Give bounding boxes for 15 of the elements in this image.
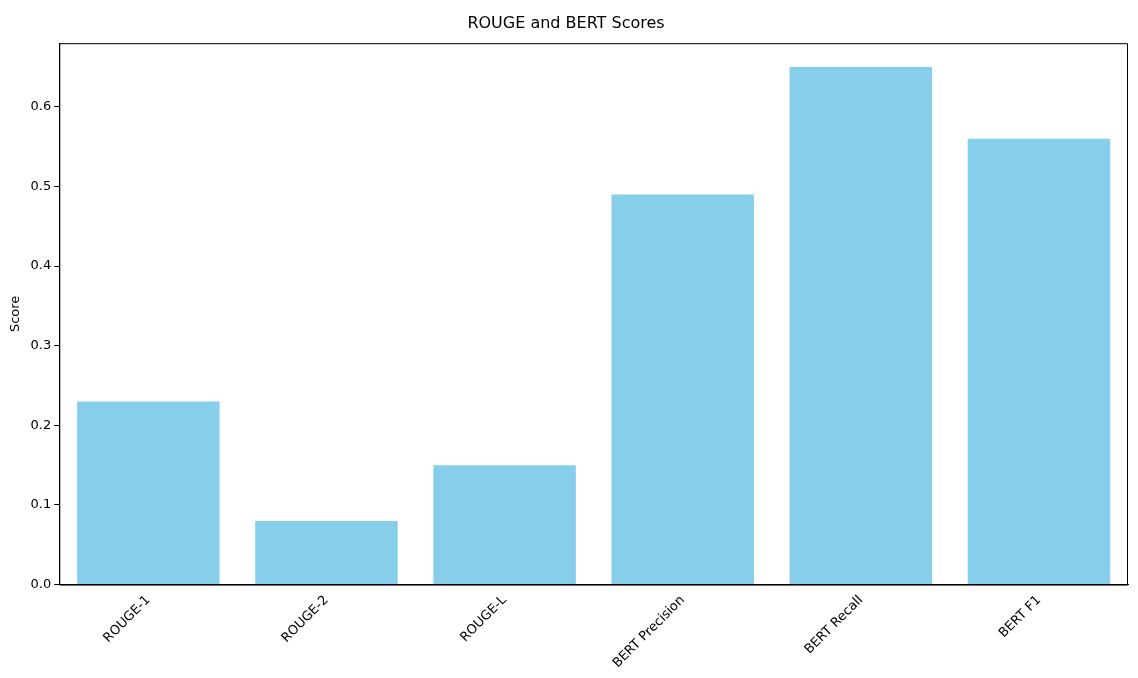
bar (611, 194, 754, 585)
bar (433, 465, 576, 585)
y-tick-label: 0.2 (30, 416, 52, 432)
y-tick-label: 0.0 (30, 575, 52, 591)
y-tick-label: 0.6 (30, 98, 52, 114)
y-axis-title: Score (7, 295, 23, 333)
bar (77, 401, 220, 585)
y-tick-label: 0.5 (30, 177, 52, 193)
bar (255, 520, 398, 585)
y-tick-label: 0.4 (30, 257, 52, 273)
bar (967, 138, 1111, 585)
bar (789, 67, 933, 585)
y-tick-label: 0.1 (30, 496, 52, 512)
y-tick-label: 0.3 (30, 337, 52, 353)
chart-title: ROUGE and BERT Scores (467, 12, 665, 32)
